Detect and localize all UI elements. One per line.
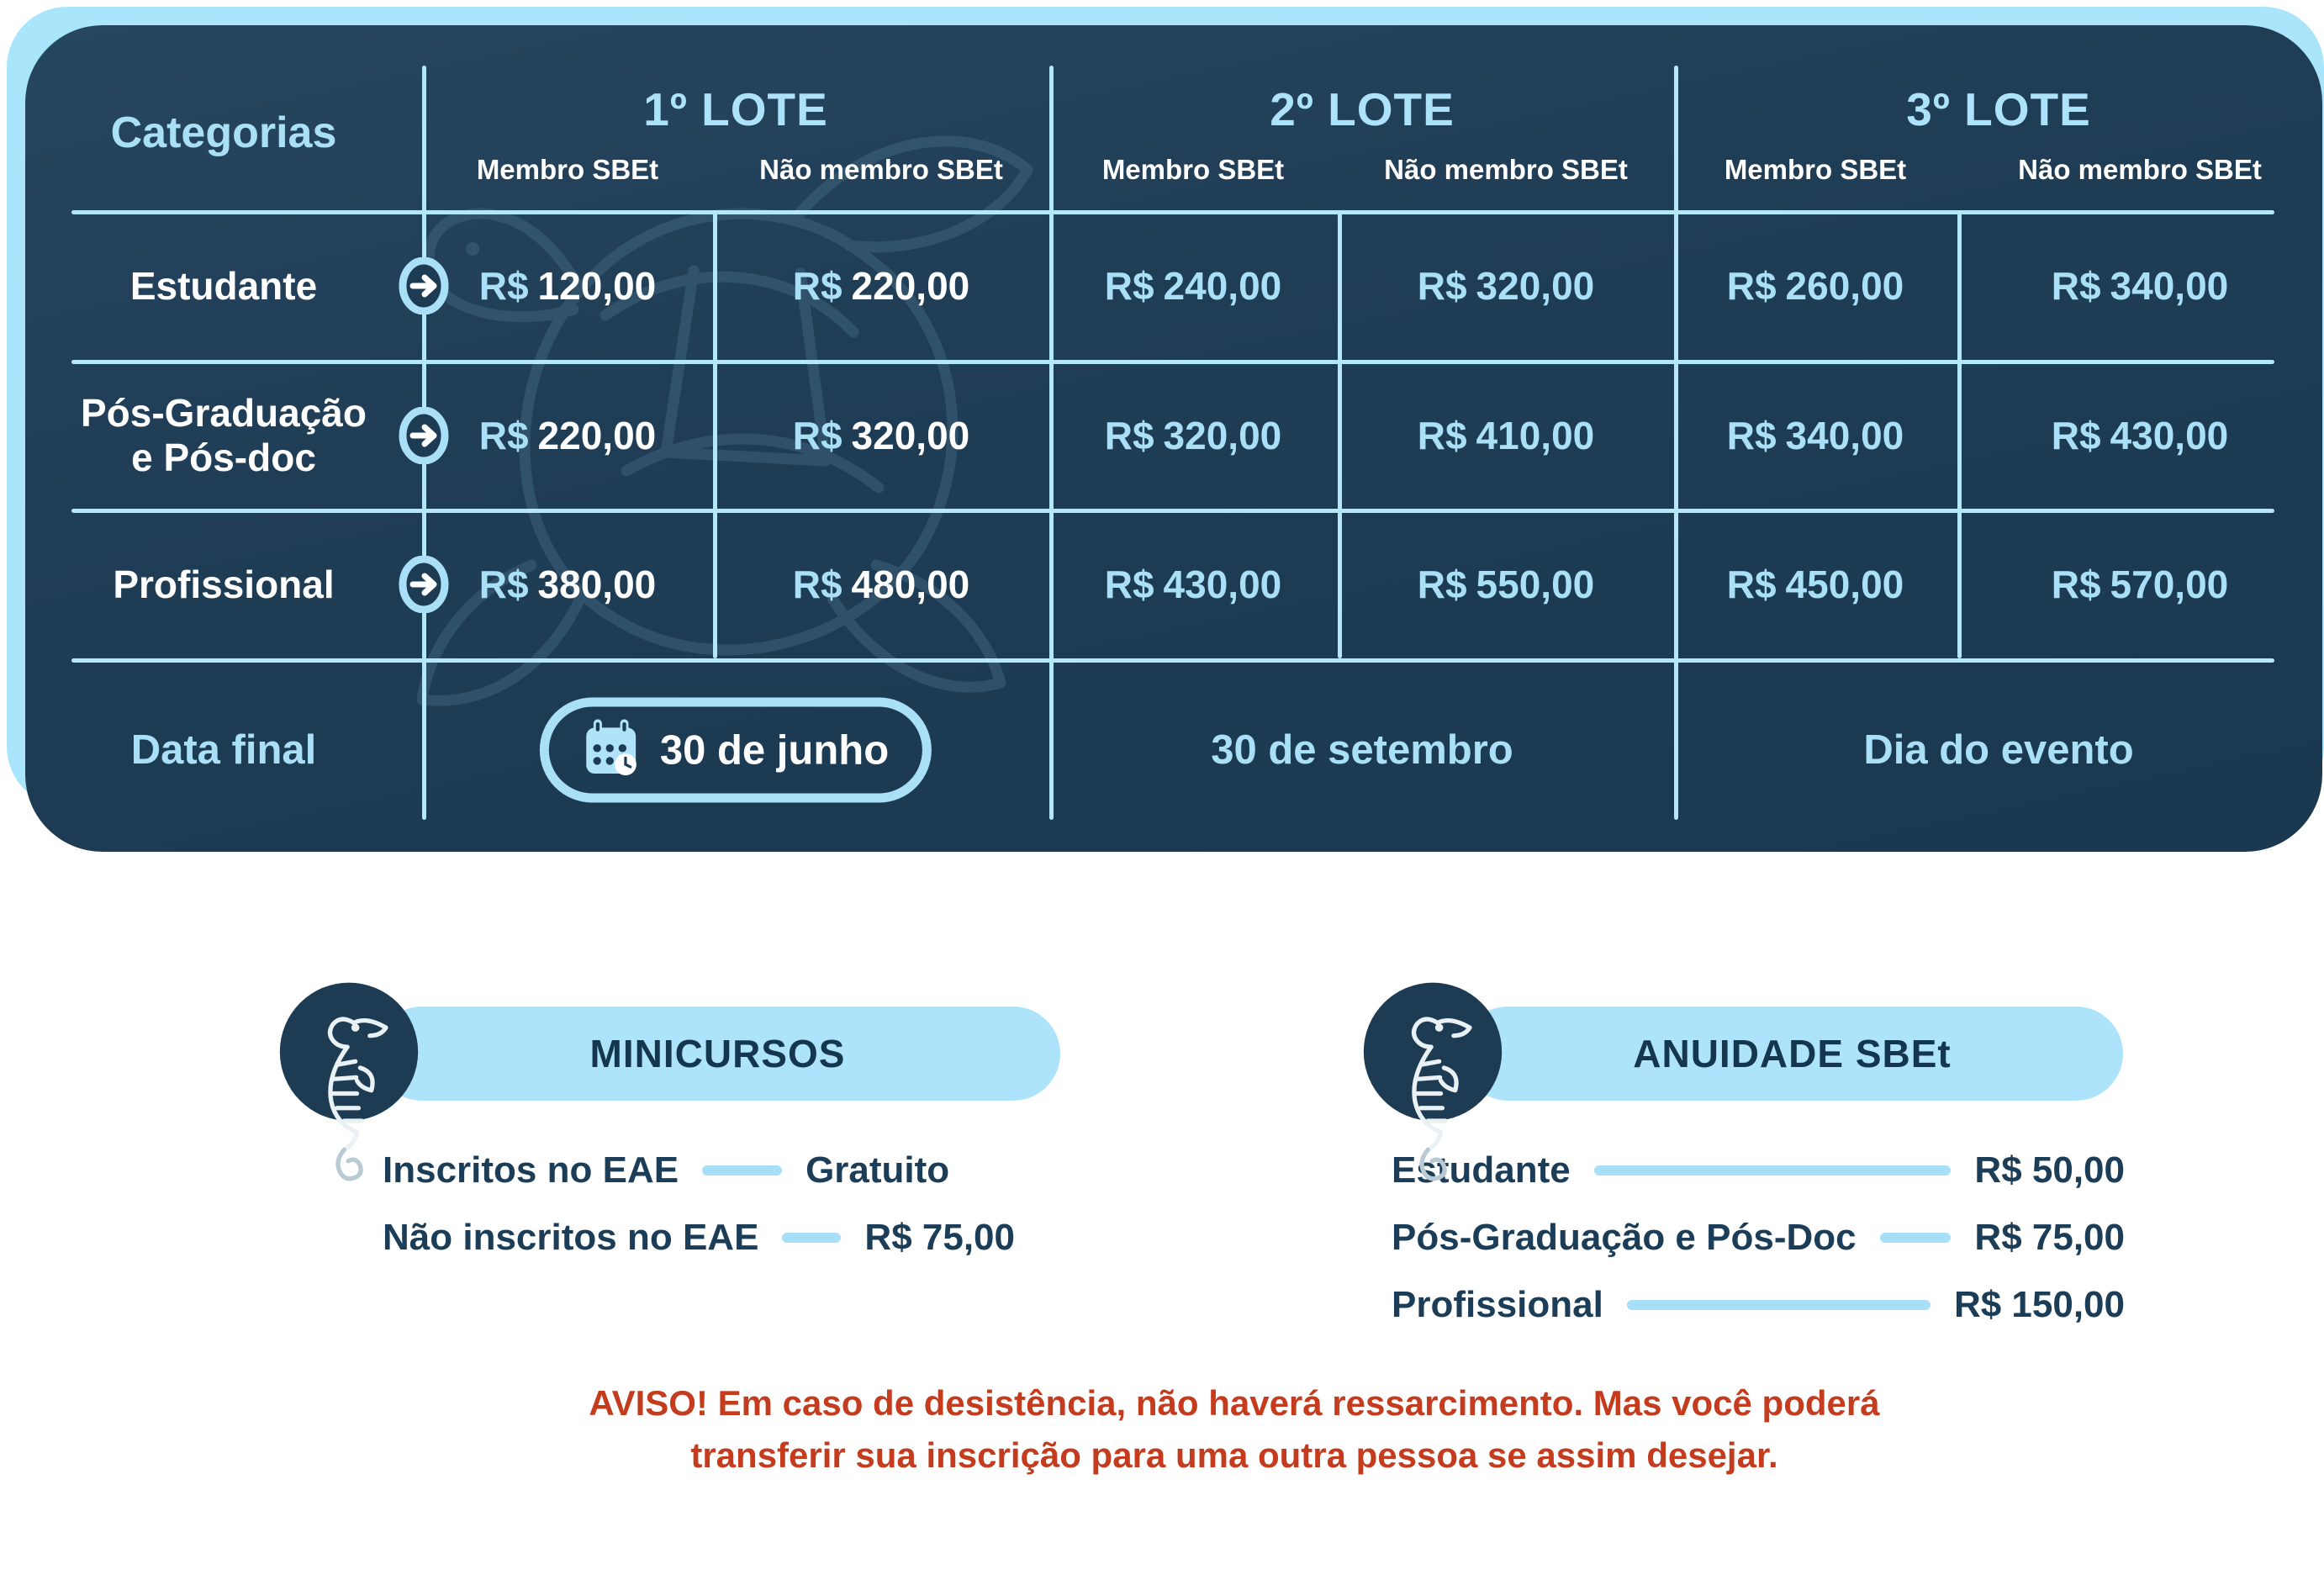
item-value: R$ 50,00 (1974, 1149, 2125, 1191)
grid-hline-row1 (71, 360, 2274, 364)
arrow-icon (399, 556, 449, 613)
price-cell: R$ 550,00 (1417, 563, 1595, 606)
grid-vline-lot1-sub (713, 212, 717, 658)
price-cell: R$ 120,00 (478, 264, 657, 308)
price-cell: R$ 260,00 (1726, 264, 1904, 308)
grid-hline-row2 (71, 509, 2274, 513)
price-cell: R$ 480,00 (792, 563, 970, 606)
anuidade-banner: ANUIDADE SBEt (1461, 1006, 2123, 1101)
price-cell: R$ 220,00 (792, 264, 970, 308)
minicursos-list: Inscritos no EAE Gratuito Não inscritos … (383, 1137, 1055, 1271)
minicursos-title: MINICURSOS (589, 1032, 846, 1075)
lot3-nonmember-header: Não membro SBEt (2018, 154, 2262, 185)
arrow-icon (399, 257, 449, 314)
price-cell: R$ 320,00 (792, 414, 970, 457)
item-label: Profissional (1392, 1284, 1603, 1325)
list-item: Pós-Graduação e Pós-Doc R$ 75,00 (1392, 1204, 2125, 1271)
price-cell: R$ 320,00 (1104, 414, 1282, 457)
deadline-lot1-date: 30 de junho (659, 727, 890, 773)
deadline-lot3-date: Dia do evento (1863, 727, 2134, 773)
price-cell: R$ 570,00 (2051, 563, 2229, 606)
price-cell: R$ 380,00 (478, 563, 657, 606)
lot2-title: 2º LOTE (1270, 83, 1455, 135)
grid-vline-lot2-sub (1338, 212, 1342, 658)
grid-vline-lot2-lot3 (1674, 66, 1678, 820)
row-category-profissional: Profissional (113, 563, 335, 606)
list-item: Não inscritos no EAE R$ 75,00 (383, 1204, 1055, 1271)
deadline-lot2-date: 30 de setembro (1211, 727, 1513, 773)
list-item: Inscritos no EAE Gratuito (383, 1137, 1055, 1204)
price-cell: R$ 240,00 (1104, 264, 1282, 308)
lot1-nonmember-header: Não membro SBEt (759, 154, 1003, 185)
seahorse-icon (1363, 982, 1503, 1181)
price-cell: R$ 430,00 (1104, 563, 1282, 606)
item-value: R$ 75,00 (864, 1217, 1015, 1258)
lot2-member-header: Membro SBEt (1101, 154, 1285, 185)
lot3-title: 3º LOTE (1906, 83, 2091, 135)
dash-divider (1593, 1165, 1952, 1176)
grid-vline-lot3-sub (1957, 212, 1962, 658)
categories-header: Categorias (110, 108, 337, 157)
dash-divider (782, 1233, 842, 1243)
item-value: R$ 150,00 (1953, 1284, 2125, 1325)
list-item: Profissional R$ 150,00 (1392, 1271, 2125, 1339)
arrow-icon (399, 407, 449, 464)
deadline-label: Data final (130, 727, 317, 773)
item-label: Pós-Graduação e Pós-Doc (1392, 1217, 1857, 1258)
deadline-lot1-pill: 30 de junho (539, 697, 932, 803)
price-cell: R$ 320,00 (1417, 264, 1595, 308)
price-cell: R$ 450,00 (1726, 563, 1904, 606)
item-label: Inscritos no EAE (383, 1149, 679, 1191)
row-category-pos-graduacao: Pós-Graduação e Pós-doc (81, 391, 367, 479)
dash-divider (1879, 1233, 1952, 1243)
lot1-member-header: Membro SBEt (476, 154, 659, 185)
item-value: Gratuito (805, 1149, 950, 1191)
grid-vline-lot1-lot2 (1049, 66, 1054, 820)
row-category-estudante: Estudante (129, 264, 318, 308)
item-value: R$ 75,00 (1974, 1217, 2125, 1258)
lot1-title: 1º LOTE (643, 83, 828, 135)
cancellation-warning-text: AVISO! Em caso de desistência, não haver… (589, 1383, 1880, 1476)
anuidade-list: Estudante R$ 50,00 Pós-Graduação e Pós-D… (1392, 1137, 2125, 1339)
grid-hline-header (71, 210, 2274, 214)
dash-divider (1626, 1300, 1931, 1310)
grid-hline-row3 (71, 658, 2274, 663)
lot2-nonmember-header: Não membro SBEt (1384, 154, 1628, 185)
anuidade-title: ANUIDADE SBEt (1633, 1032, 1952, 1075)
price-cell: R$ 220,00 (478, 414, 657, 457)
price-cell: R$ 340,00 (1726, 414, 1904, 457)
price-cell: R$ 340,00 (2051, 264, 2229, 308)
item-label: Não inscritos no EAE (383, 1217, 759, 1258)
price-cell: R$ 430,00 (2051, 414, 2229, 457)
minicursos-banner: MINICURSOS (375, 1006, 1060, 1101)
price-cell: R$ 410,00 (1417, 414, 1595, 457)
seahorse-icon (279, 982, 419, 1181)
dash-divider (702, 1165, 783, 1176)
pricing-table-panel: Categorias 1º LOTE 2º LOTE 3º LOTE Membr… (25, 25, 2322, 852)
calendar-icon (586, 719, 636, 776)
lot3-member-header: Membro SBEt (1724, 154, 1907, 185)
list-item: Estudante R$ 50,00 (1392, 1137, 2125, 1204)
